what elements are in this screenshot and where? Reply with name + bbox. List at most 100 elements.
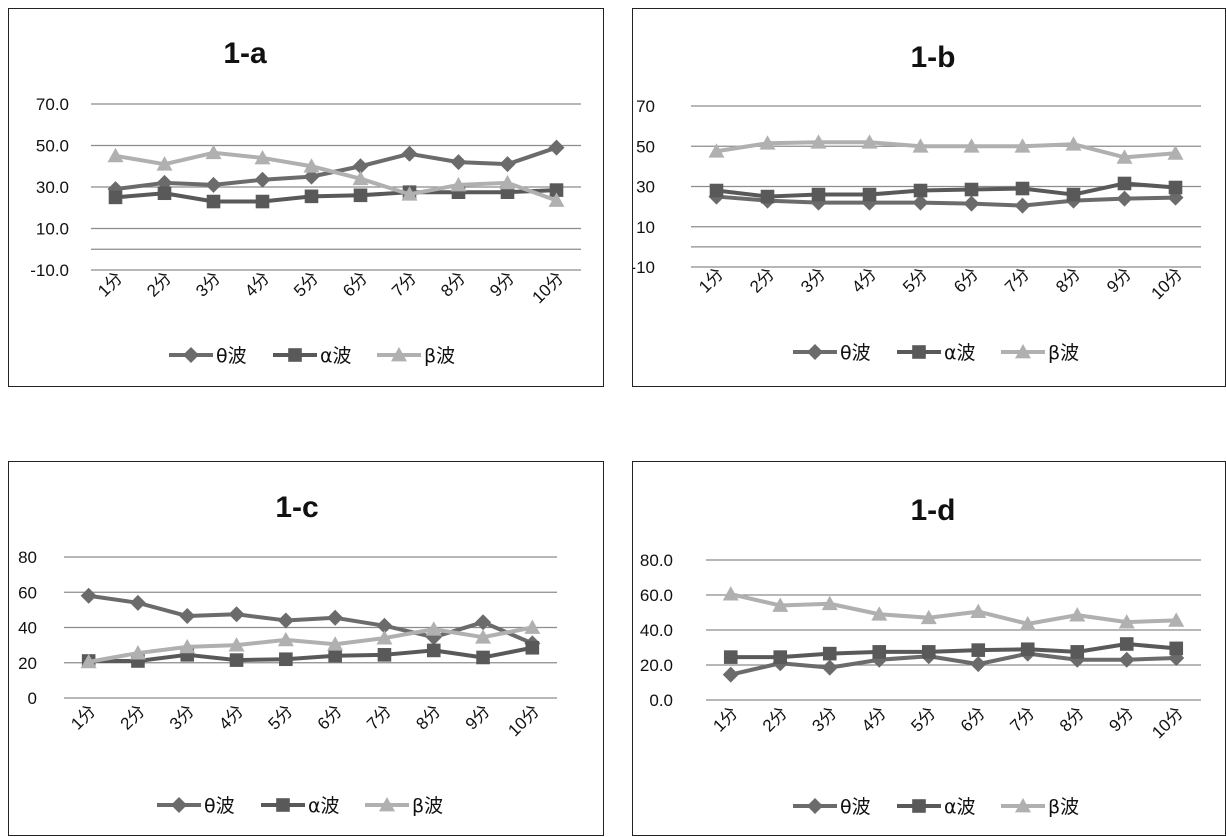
y-tick-label: 20.0 (640, 656, 673, 675)
y-tick-label: 40.0 (640, 621, 673, 640)
data-point (1065, 136, 1082, 151)
data-point (229, 653, 244, 667)
data-point (862, 187, 877, 202)
data-point (277, 612, 294, 629)
series-line (716, 194, 1176, 208)
x-tick-label: 9分 (486, 268, 518, 300)
series-line (730, 651, 1177, 677)
data-point (80, 653, 97, 669)
data-point (303, 158, 320, 173)
data-point (475, 629, 492, 644)
data-point (1020, 642, 1035, 657)
legend-label: β波 (412, 795, 443, 817)
x-tick-label: 4分 (241, 268, 273, 300)
data-point (912, 194, 929, 211)
data-point (376, 617, 393, 634)
legend-marker (912, 799, 926, 813)
x-tick-label: 5分 (290, 268, 322, 300)
legend-label: α波 (944, 342, 976, 364)
x-tick-label: 3分 (166, 701, 198, 733)
data-point (525, 640, 540, 655)
legend-marker (288, 348, 302, 362)
legend-marker (183, 347, 199, 363)
y-tick-label: 70 (636, 97, 655, 116)
data-point (129, 645, 146, 660)
data-point (1019, 615, 1036, 631)
series-points (80, 619, 541, 669)
data-point (327, 609, 344, 626)
data-point (811, 187, 826, 202)
data-point (1118, 614, 1135, 629)
data-point (963, 195, 980, 212)
chart-panel-1a: 1-a -10.0 10.0 30.0 50.0 70.0 1分 2分 3分 4分 5分 6分 7分 8分… (8, 8, 604, 387)
x-tick-label: 7分 (388, 268, 420, 300)
chart-title: 1-b (911, 41, 956, 74)
series-line (730, 642, 1177, 660)
data-point (353, 188, 368, 203)
chart-title: 1-c (275, 491, 318, 524)
x-tick-label: 10分 (1147, 264, 1186, 303)
x-tick-label: 9分 (462, 701, 494, 733)
x-tick-label: 4分 (215, 701, 247, 733)
chart-svg: 1-a -10.0 10.0 30.0 50.0 70.0 1分 2分 3分 4分 5分 6分 7分 8分… (30, 37, 581, 367)
legend-label: θ波 (204, 795, 235, 817)
data-point (1014, 138, 1031, 153)
data-point (401, 186, 418, 201)
series-line (115, 188, 557, 204)
data-point (80, 587, 97, 604)
series-line (730, 592, 1177, 626)
data-point (722, 666, 739, 683)
data-point (1169, 641, 1184, 656)
x-tick-label: 6分 (957, 703, 989, 735)
data-point (912, 138, 929, 153)
data-point (1015, 181, 1030, 196)
series-line (716, 181, 1176, 199)
y-tick-label: 20 (18, 654, 37, 673)
data-point (205, 176, 222, 193)
data-point (970, 656, 987, 673)
x-tick-label: 1分 (67, 701, 99, 733)
series-points (107, 144, 565, 207)
legend: θ波 α波 β波 (157, 795, 443, 817)
legend-label: θ波 (216, 345, 247, 367)
data-point (377, 648, 392, 662)
data-point (1167, 145, 1184, 160)
data-point (810, 134, 827, 149)
data-point (205, 144, 222, 160)
legend-label: β波 (1048, 796, 1079, 818)
data-point (1168, 612, 1185, 627)
data-point (108, 190, 123, 205)
y-tick-label: -10.0 (30, 261, 69, 280)
x-tick-label: 1分 (709, 703, 741, 735)
data-point (921, 645, 936, 659)
data-point (548, 192, 565, 207)
data-point (352, 158, 369, 175)
y-tick-label: 0 (28, 689, 37, 708)
data-point (1118, 651, 1135, 668)
data-point (872, 645, 887, 659)
data-point (475, 614, 492, 631)
x-tick-label: 1分 (695, 264, 727, 296)
data-point (179, 638, 196, 654)
y-tick-label: -10 (633, 258, 655, 277)
data-point (723, 650, 738, 664)
data-point (871, 606, 888, 621)
legend-marker (807, 344, 823, 360)
series-points (708, 134, 1184, 164)
chart-svg: 1-d 0.0 20.0 40.0 60.0 80.0 1分 2分 3分 4分 5分 6分 7分 8分 9分… (640, 494, 1201, 818)
legend-marker (171, 797, 187, 813)
x-tick-label: 7分 (363, 701, 395, 733)
data-point (722, 586, 739, 601)
x-tick-label: 8分 (437, 268, 469, 300)
legend-marker (391, 347, 407, 362)
data-point (179, 608, 196, 625)
data-point (476, 650, 490, 665)
series-points (722, 586, 1185, 631)
y-tick-label: 10 (636, 218, 655, 237)
data-point (821, 595, 838, 611)
data-point (913, 183, 928, 198)
legend-label: θ波 (840, 342, 871, 364)
legend-label: β波 (1048, 342, 1079, 364)
data-point (254, 171, 271, 188)
x-tick-label: 2分 (117, 701, 149, 733)
